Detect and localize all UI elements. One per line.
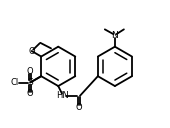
- Text: O: O: [28, 46, 35, 56]
- Text: S: S: [27, 78, 33, 87]
- Text: O: O: [27, 67, 33, 76]
- Text: O: O: [75, 103, 82, 112]
- Text: O: O: [27, 89, 33, 98]
- Text: HN: HN: [57, 91, 69, 100]
- Text: Cl: Cl: [11, 78, 19, 87]
- Text: N: N: [112, 31, 118, 40]
